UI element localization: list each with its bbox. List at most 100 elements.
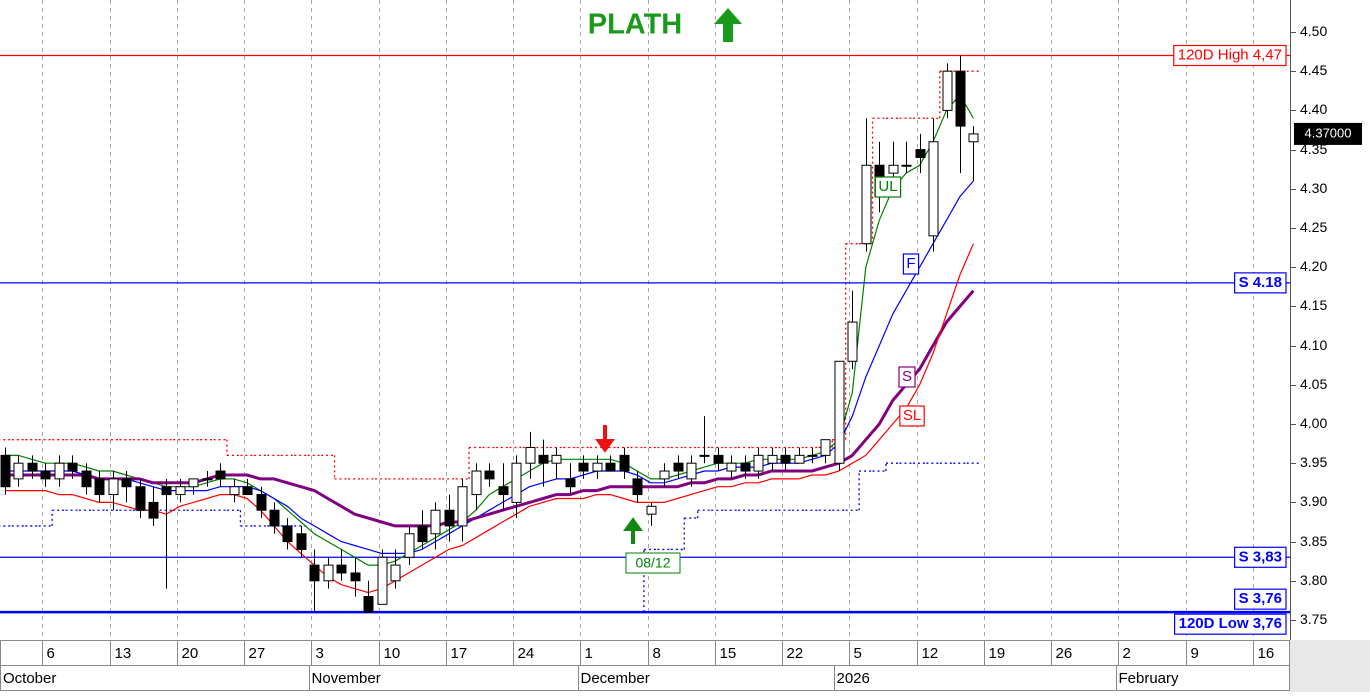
- candle-body: [336, 564, 347, 574]
- y-tick-label: 4.35: [1300, 141, 1327, 157]
- candle-body: [269, 509, 280, 527]
- candle-body: [659, 470, 670, 480]
- y-tick-label: 4.05: [1300, 376, 1327, 392]
- candle-body: [430, 509, 441, 535]
- y-tick-label: 4.40: [1300, 101, 1327, 117]
- level-label: S 4.18: [1239, 274, 1282, 291]
- level-label-box: [1234, 272, 1287, 294]
- buy-arrow: [623, 517, 643, 544]
- x-tick-label: 15: [720, 645, 737, 662]
- candle-body: [511, 462, 522, 503]
- candle-body: [0, 454, 11, 488]
- annotation-box: [625, 552, 681, 574]
- candle-body: [888, 164, 899, 174]
- x-tick-label: 16: [1258, 645, 1275, 662]
- candle-body: [121, 478, 132, 488]
- candle-body: [94, 478, 105, 496]
- month-label: October: [3, 670, 56, 687]
- candle-body: [13, 462, 24, 480]
- candle-body: [81, 470, 92, 488]
- candle-body: [215, 470, 226, 480]
- candle-body: [363, 595, 374, 613]
- candle-body: [968, 133, 979, 143]
- title-arrow: [714, 8, 742, 42]
- candle-body: [538, 454, 549, 464]
- y-tick-label: 4.50: [1300, 23, 1327, 39]
- candle-body: [404, 533, 415, 558]
- candle-body: [861, 164, 872, 245]
- candle-body: [592, 462, 603, 472]
- candle-body: [780, 454, 791, 464]
- x-tick-label: 5: [854, 645, 862, 662]
- candle-body: [901, 164, 912, 167]
- candle-body: [323, 564, 334, 582]
- y-tick-label: 3.75: [1300, 611, 1327, 627]
- level-label-box: [1234, 546, 1287, 568]
- series-name-box: [874, 176, 902, 198]
- candle-body: [282, 525, 293, 543]
- series-name: UL: [878, 178, 897, 195]
- x-tick-label: 1: [585, 645, 593, 662]
- grid-layer: [42, 0, 1254, 690]
- last-price-box: [1294, 122, 1362, 145]
- candle-body: [673, 462, 684, 472]
- candle-body: [525, 447, 536, 464]
- y-tick-label: 3.90: [1300, 493, 1327, 509]
- x-tick-label: 22: [787, 645, 804, 662]
- candle-body: [955, 70, 966, 127]
- candle-body: [40, 470, 51, 480]
- x-tick-label: 10: [384, 645, 401, 662]
- level-label: S 3,76: [1239, 590, 1282, 607]
- candle-body: [794, 454, 805, 464]
- candle-body: [27, 462, 38, 472]
- candle-body: [377, 556, 388, 605]
- candle-body: [820, 439, 831, 456]
- x-tick-label: 17: [451, 645, 468, 662]
- candle-body: [54, 462, 65, 480]
- candle-body: [202, 478, 213, 481]
- candle-body: [457, 486, 468, 527]
- candle-body: [161, 486, 172, 496]
- candle-body: [686, 462, 697, 480]
- candle-body: [471, 470, 482, 496]
- candle-body: [551, 454, 562, 464]
- candle-body: [915, 149, 926, 158]
- candle-body: [175, 486, 186, 496]
- y-tick-label: 3.95: [1300, 454, 1327, 470]
- x-tick-label: 2: [1123, 645, 1131, 662]
- candle-body: [619, 454, 630, 472]
- series-name-box: [898, 366, 916, 388]
- candle-body: [188, 478, 199, 488]
- candle-body: [309, 564, 320, 582]
- level-label-box: [1234, 588, 1287, 610]
- y-tick-label: 4.10: [1300, 337, 1327, 353]
- x-tick-label: 6: [47, 645, 55, 662]
- candle-body: [753, 454, 764, 472]
- y-tick-label: 4.25: [1300, 219, 1327, 235]
- candle-body: [740, 462, 751, 472]
- y-tick-label: 3.85: [1300, 533, 1327, 549]
- candle-body: [229, 486, 240, 496]
- series-name-box: [899, 405, 925, 427]
- level-label: 120D High 4,47: [1178, 46, 1282, 63]
- x-tick-label: 3: [316, 645, 324, 662]
- chart-title: PLATH: [588, 9, 683, 41]
- label-layer: UL F S SL: [874, 176, 925, 427]
- candle-body: [699, 454, 710, 457]
- y-tick-label: 3.80: [1300, 572, 1327, 588]
- candle-body: [417, 525, 428, 543]
- candle-body: [390, 564, 401, 582]
- candle-body: [726, 462, 737, 472]
- x-tick-label: 24: [518, 645, 535, 662]
- candle-body: [242, 486, 253, 496]
- candle-body: [632, 478, 643, 496]
- x-tick-label: 26: [1056, 645, 1073, 662]
- candle-body: [148, 501, 159, 519]
- corner-area: [1290, 640, 1370, 692]
- last-price-label: 4.37000: [1305, 125, 1352, 140]
- level-label-box: [1174, 613, 1287, 635]
- candle-body: [498, 486, 509, 496]
- candle-body: [350, 572, 361, 582]
